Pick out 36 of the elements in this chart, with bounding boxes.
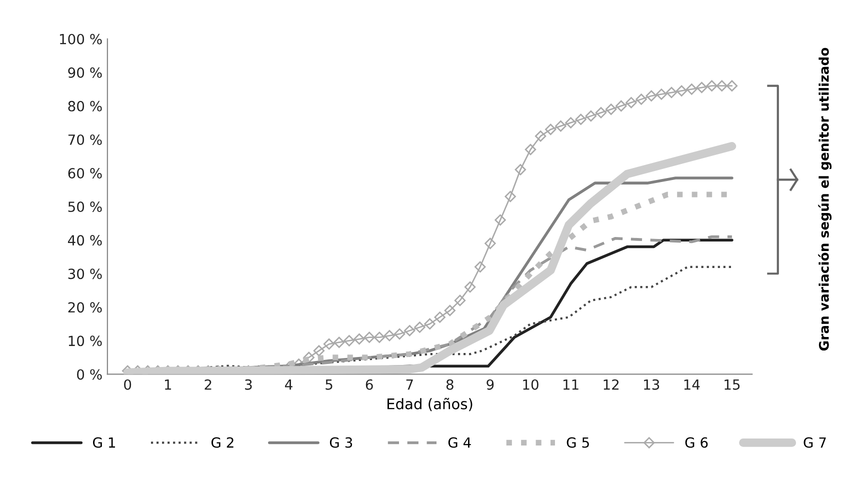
x-tick-label: 13 bbox=[644, 379, 660, 390]
text: Gran variación según el genitor utilizado bbox=[818, 48, 832, 351]
y-tick-label: 10 % bbox=[68, 336, 102, 346]
x-tick-label: 5 bbox=[326, 380, 332, 390]
y-tick-label: 40 % bbox=[68, 235, 102, 246]
y-tick-label: 60 % bbox=[68, 168, 102, 178]
legend-label: G 7 bbox=[804, 437, 826, 448]
y-tick-label: 30 % bbox=[68, 268, 102, 280]
x-tick-label: 7 bbox=[406, 380, 413, 390]
x-tick-label: 2 bbox=[204, 379, 212, 390]
y-tick-label: 0 % bbox=[77, 369, 102, 380]
y-tick-label: 70 % bbox=[68, 134, 102, 145]
legend-label: G 2 bbox=[211, 437, 234, 448]
x-tick-label: 11 bbox=[563, 380, 578, 390]
x-tick-label: 0 bbox=[124, 379, 132, 390]
legend-label: G 1 bbox=[93, 437, 115, 448]
y-tick-label: 100 % bbox=[60, 34, 102, 44]
legend-label: G 3 bbox=[330, 437, 352, 448]
y-tick-label: 50 % bbox=[68, 202, 102, 212]
x-tick-label: 3 bbox=[245, 379, 252, 390]
legend-label: G 4 bbox=[448, 437, 471, 448]
x-axis-title: Edad (años) bbox=[388, 398, 472, 412]
legend-label: G 5 bbox=[566, 437, 589, 448]
y-tick-label: 80 % bbox=[68, 100, 102, 112]
x-tick-label: 15 bbox=[724, 380, 740, 390]
x-tick-label: 12 bbox=[604, 379, 619, 390]
y-tick-label: 20 % bbox=[68, 302, 102, 313]
legend-label: G 6 bbox=[685, 437, 708, 448]
x-tick-label: 14 bbox=[684, 380, 700, 390]
x-tick-label: 8 bbox=[446, 379, 454, 390]
y-tick-label: 90 % bbox=[68, 67, 102, 78]
x-tick-label: 9 bbox=[486, 379, 494, 390]
x-tick-label: 6 bbox=[366, 379, 373, 390]
x-tick-label: 10 bbox=[523, 379, 538, 390]
x-tick-label: 4 bbox=[285, 380, 292, 390]
x-tick-label: 1 bbox=[164, 380, 172, 390]
